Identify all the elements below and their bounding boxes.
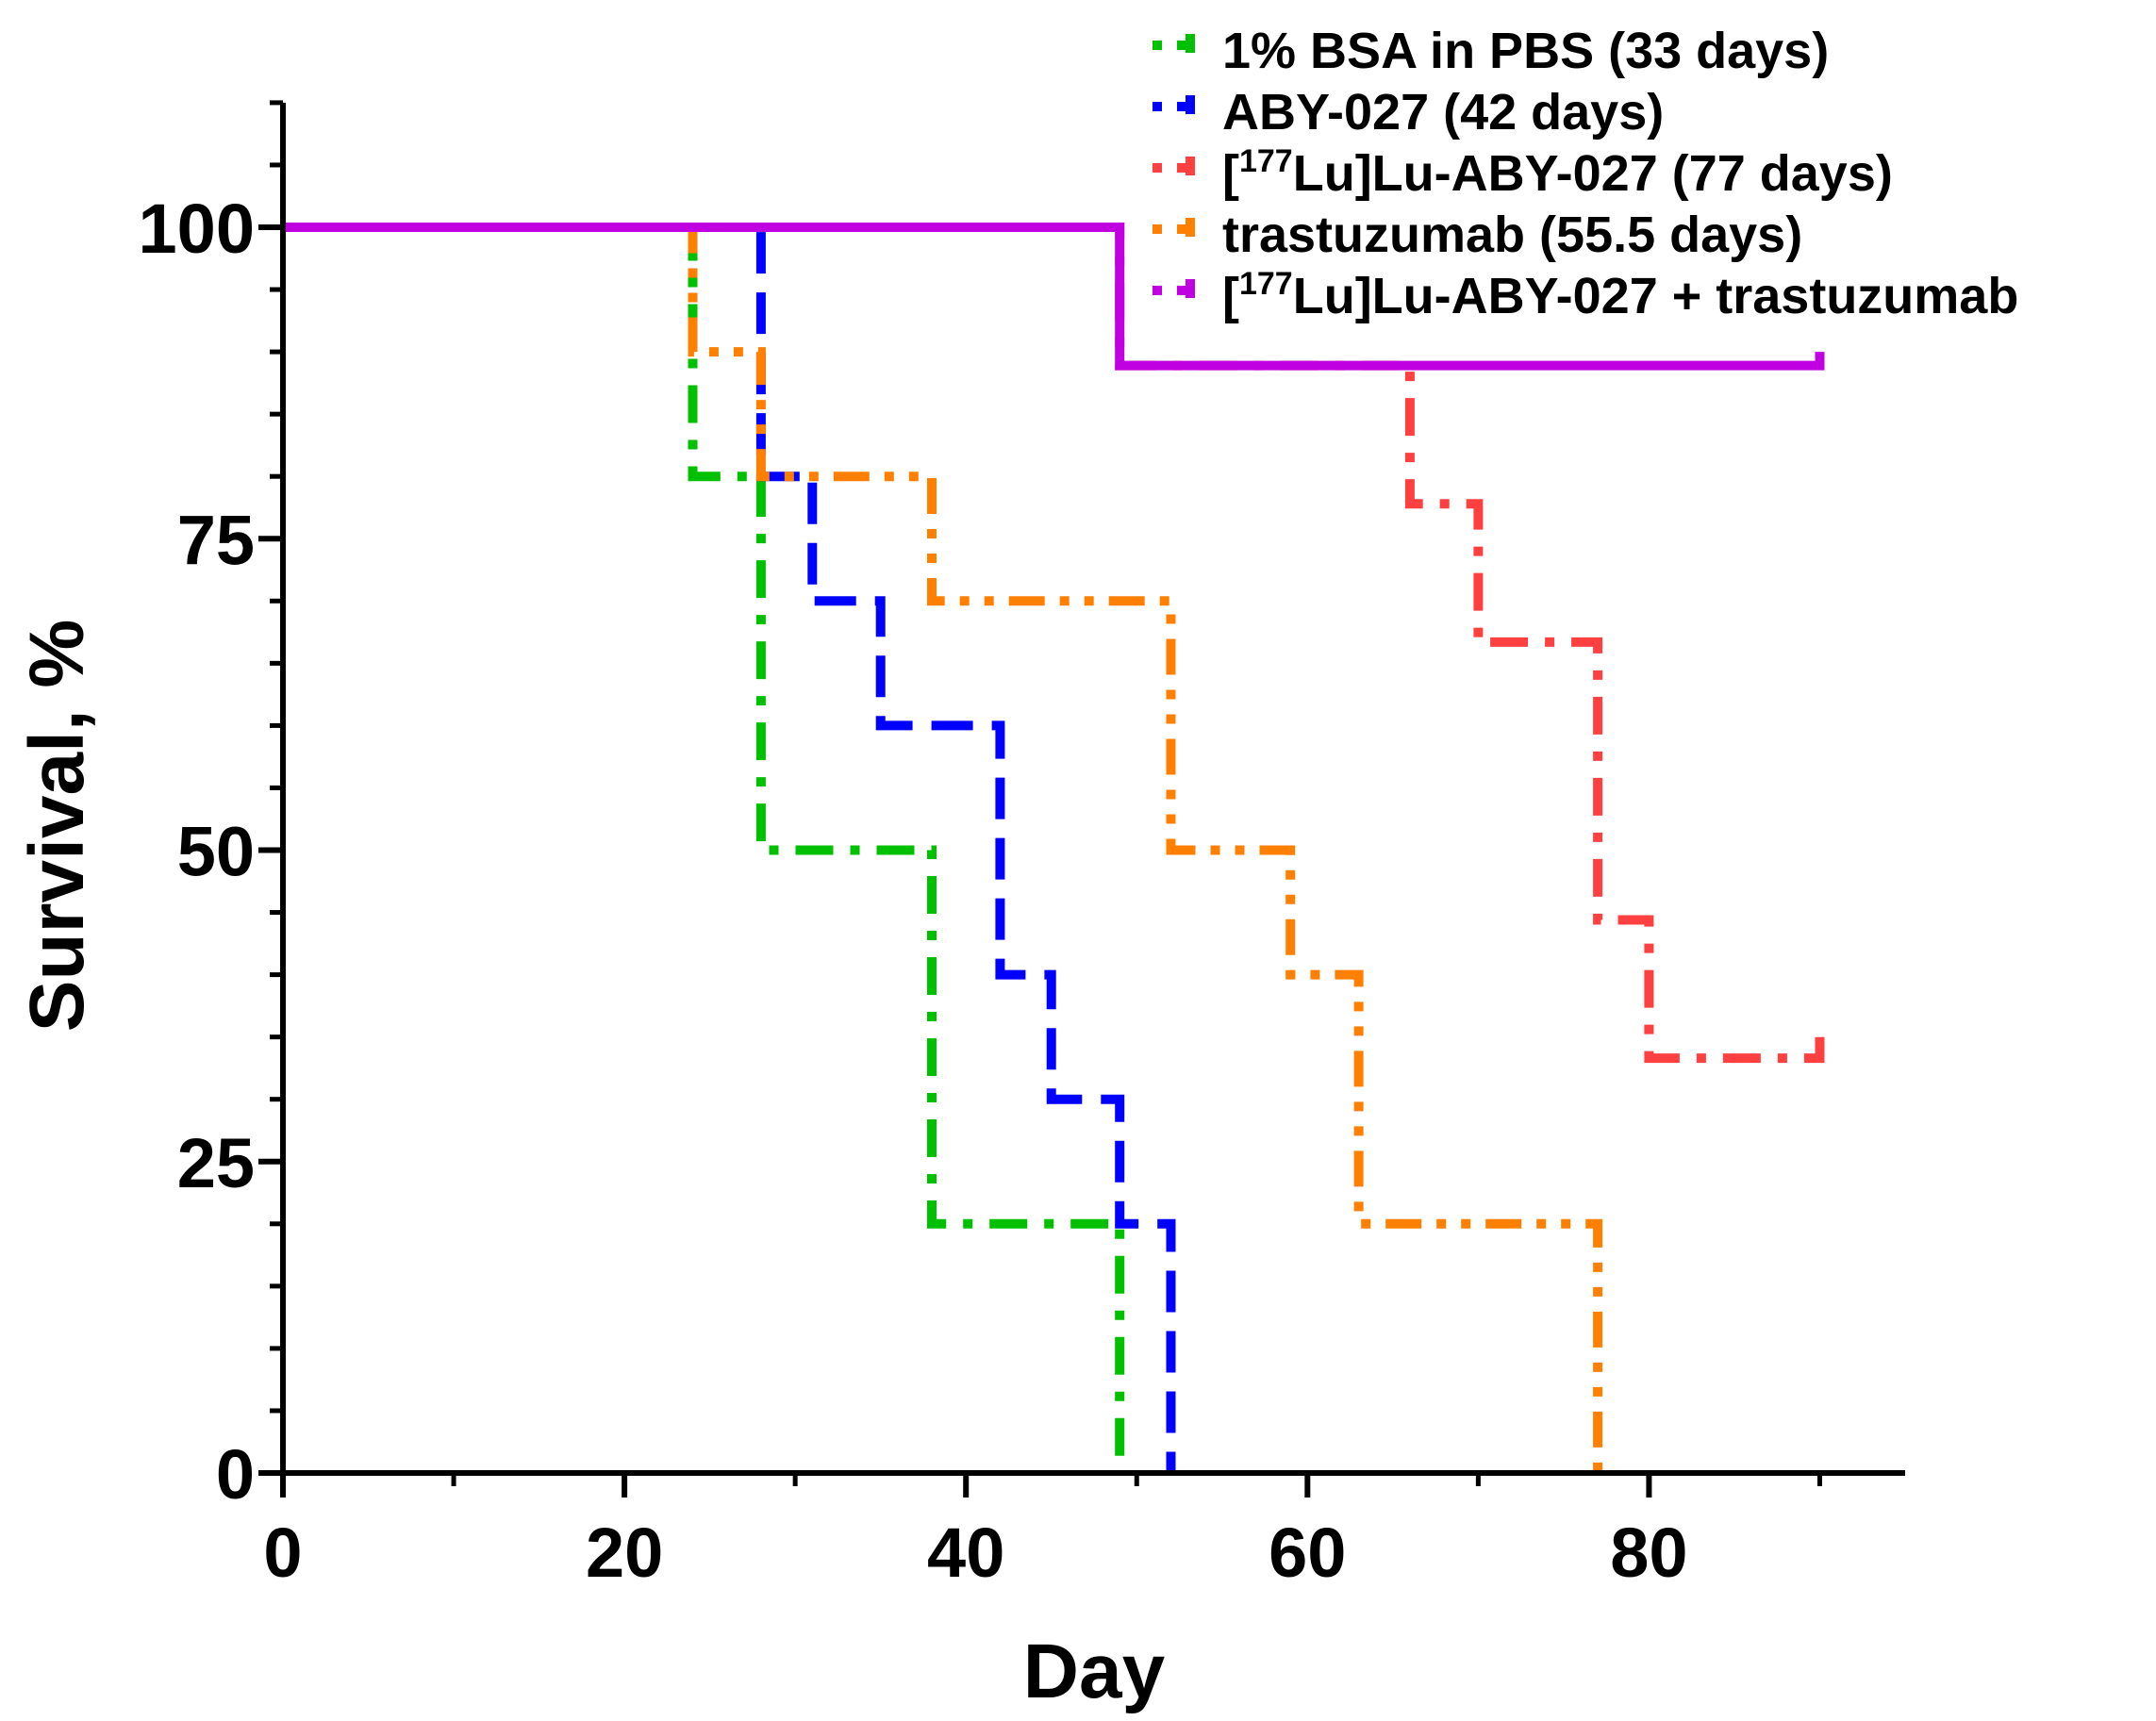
x-tick-label: 0	[263, 1514, 302, 1592]
legend-label: 1% BSA in PBS (33 days)	[1222, 23, 1829, 79]
legend-label: ABY-027 (42 days)	[1222, 84, 1664, 141]
y-axis-title: Survival, %	[14, 620, 100, 1033]
y-tick-label: 25	[177, 1124, 255, 1202]
series-line-1	[283, 223, 1125, 1473]
y-tick-label: 100	[139, 190, 255, 268]
y-tick-label: 75	[177, 501, 255, 579]
y-tick-label: 0	[216, 1435, 255, 1514]
x-tick-label: 20	[586, 1514, 663, 1592]
x-axis-title: Day	[1023, 1629, 1166, 1714]
axes-layer: 0 25 50 75 100 0 20 40 60 80	[139, 100, 1905, 1592]
series-line-5	[283, 223, 1825, 371]
x-tick-label: 40	[927, 1514, 1004, 1592]
x-tick-label: 60	[1269, 1514, 1346, 1592]
series-layer	[283, 223, 1825, 1473]
series-line-4	[283, 223, 1603, 1473]
series-line-3	[283, 223, 1825, 1064]
legend-label: trastuzumab (55.5 days)	[1222, 207, 1802, 263]
legend: 1% BSA in PBS (33 days)ABY-027 (42 days)…	[1153, 23, 2018, 324]
legend-label: [177Lu]Lu-ABY-027 (77 days)	[1222, 143, 1893, 202]
y-tick-label: 50	[177, 813, 255, 891]
legend-label: [177Lu]Lu-ABY-027 + trastuzumab	[1222, 266, 2018, 324]
series-line-2	[283, 223, 1176, 1473]
x-tick-label: 80	[1610, 1514, 1687, 1592]
